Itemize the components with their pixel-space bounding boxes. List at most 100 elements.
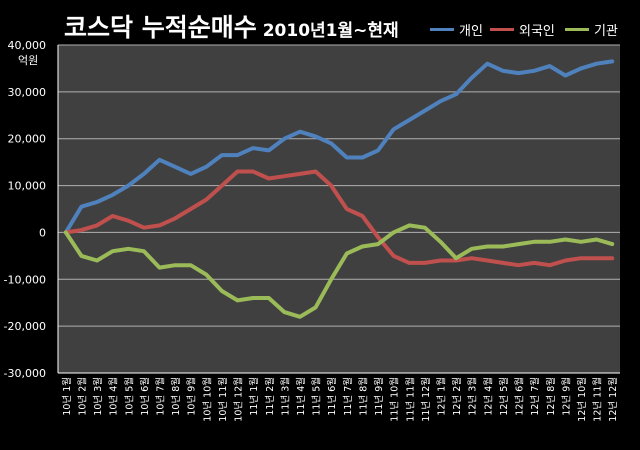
data-point: [579, 66, 583, 70]
y-tick-label: 10,000: [8, 180, 47, 193]
data-point: [157, 223, 161, 227]
x-tick-label: 10년 4월: [108, 377, 120, 416]
data-point: [345, 155, 349, 159]
x-tick-label: 10년 8월: [170, 377, 182, 416]
data-point: [251, 146, 255, 150]
data-point: [189, 263, 193, 267]
data-point: [423, 261, 427, 265]
data-point: [595, 256, 599, 260]
data-point: [220, 289, 224, 293]
data-point: [610, 256, 614, 260]
legend-item-0: 개인: [430, 20, 483, 39]
data-point: [423, 226, 427, 230]
data-point: [485, 259, 489, 263]
x-tick-label: 12년 6월: [514, 377, 526, 416]
data-point: [282, 137, 286, 141]
x-tick-label: 10년 5월: [123, 377, 135, 416]
data-point: [454, 92, 458, 96]
x-tick-label: 11년 9월: [373, 377, 385, 416]
x-tick-label: 12년 10월: [576, 377, 588, 422]
x-tick-label: 12년 9월: [560, 377, 572, 416]
data-point: [220, 153, 224, 157]
x-tick-label: 11년 3월: [279, 377, 291, 416]
data-point: [360, 214, 364, 218]
data-point: [251, 170, 255, 174]
y-tick-label: 40,000: [8, 39, 47, 52]
data-point: [501, 69, 505, 73]
data-point: [142, 226, 146, 230]
data-point: [267, 148, 271, 152]
data-point: [438, 240, 442, 244]
data-point: [189, 172, 193, 176]
data-point: [407, 118, 411, 122]
legend-label-0: 개인: [459, 24, 483, 39]
data-point: [79, 228, 83, 232]
data-point: [95, 200, 99, 204]
x-tick-label: 11년 12월: [420, 377, 432, 422]
data-point: [95, 259, 99, 263]
data-point: [111, 249, 115, 253]
data-point: [220, 184, 224, 188]
data-point: [345, 207, 349, 211]
data-point: [563, 237, 567, 241]
data-point: [392, 127, 396, 131]
x-tick-label: 12년 3월: [467, 377, 479, 416]
x-tick-label: 11년 6월: [326, 377, 338, 416]
x-tick-label: 12년 4월: [482, 377, 494, 416]
data-point: [157, 266, 161, 270]
data-point: [563, 259, 567, 263]
data-point: [517, 242, 521, 246]
x-tick-label: 11년 11월: [404, 377, 416, 422]
data-point: [548, 263, 552, 267]
data-point: [204, 165, 208, 169]
data-point: [579, 240, 583, 244]
x-tick-label: 12년 12월: [607, 377, 619, 422]
chart-title: 코스닥 누적순매수: [64, 13, 257, 42]
data-point: [485, 62, 489, 66]
data-point: [407, 223, 411, 227]
legend-swatch-2: [565, 28, 589, 31]
data-point: [329, 277, 333, 281]
x-tick-label: 10년 9월: [186, 377, 198, 416]
data-point: [111, 214, 115, 218]
data-point: [314, 305, 318, 309]
data-point: [189, 207, 193, 211]
data-point: [423, 109, 427, 113]
data-point: [610, 59, 614, 63]
y-tick-label: -10,000: [4, 273, 46, 286]
data-point: [157, 158, 161, 162]
x-tick-label: 11년 1월: [248, 377, 260, 416]
data-point: [470, 76, 474, 80]
legend-swatch-0: [430, 28, 454, 31]
data-point: [532, 261, 536, 265]
data-point: [501, 261, 505, 265]
data-point: [376, 235, 380, 239]
data-point: [282, 310, 286, 314]
legend-label-1: 외국인: [519, 24, 555, 39]
data-point: [282, 174, 286, 178]
data-point: [236, 153, 240, 157]
data-point: [142, 249, 146, 253]
data-point: [563, 73, 567, 77]
chart-title-block: 코스닥 누적순매수 2010년1월~현재: [64, 8, 399, 44]
data-point: [173, 263, 177, 267]
data-point: [267, 177, 271, 181]
x-tick-label: 10년 2월: [76, 377, 88, 416]
data-point: [204, 273, 208, 277]
data-point: [64, 230, 68, 234]
series-line-2: [63, 223, 615, 319]
data-point: [298, 172, 302, 176]
data-point: [595, 237, 599, 241]
data-point: [126, 247, 130, 251]
data-point: [376, 148, 380, 152]
y-axis-unit-label: 억원: [18, 54, 39, 67]
data-point: [79, 205, 83, 209]
data-point: [236, 298, 240, 302]
legend-swatch-1: [490, 28, 514, 31]
data-point: [173, 165, 177, 169]
y-tick-label: -30,000: [4, 367, 46, 380]
x-tick-label: 10년 12월: [233, 377, 245, 422]
data-point: [251, 296, 255, 300]
data-point: [111, 193, 115, 197]
